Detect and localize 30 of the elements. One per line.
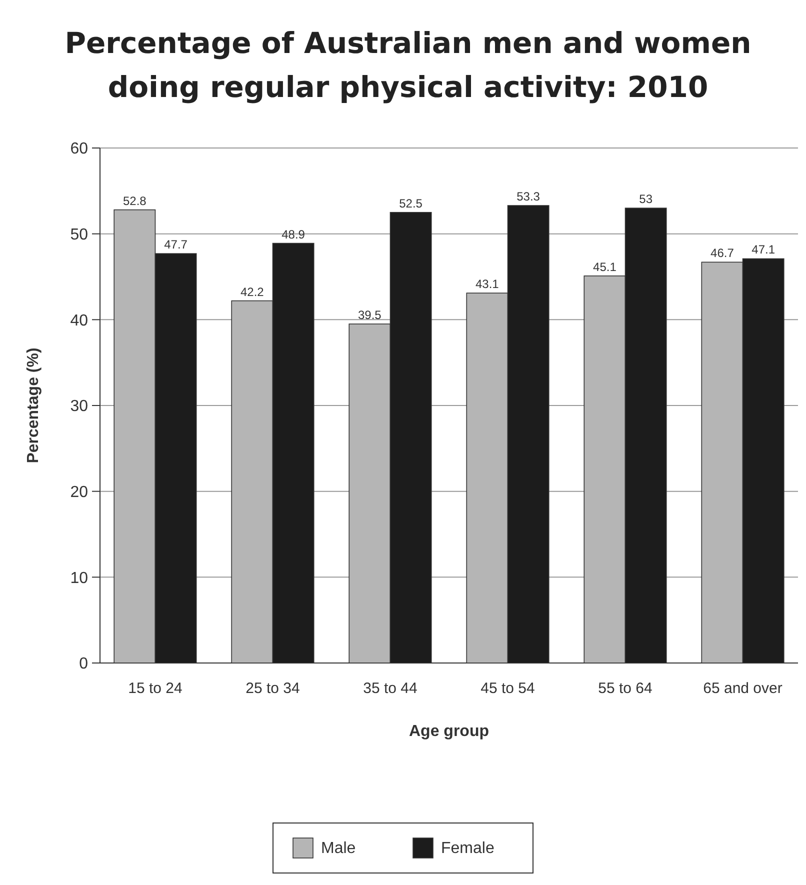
data-label: 52.8 xyxy=(122,194,147,208)
data-label: 53.3 xyxy=(516,190,540,204)
y-tick-label: 20 xyxy=(70,484,88,501)
x-tick-label: 65 and over xyxy=(703,680,782,697)
data-label: 45.1 xyxy=(593,260,617,274)
y-tick-label: 10 xyxy=(70,570,88,587)
x-tick-label: 55 to 64 xyxy=(598,680,652,697)
legend-label: Male xyxy=(321,840,356,857)
data-label: 42.2 xyxy=(240,284,264,299)
x-axis-title: Age group xyxy=(409,723,490,740)
data-label: 47.7 xyxy=(164,238,188,252)
y-tick-label: 40 xyxy=(70,312,88,330)
y-axis-title: Percentage (%) xyxy=(25,348,42,464)
data-label: 47.1 xyxy=(752,242,776,257)
y-tick-label: 30 xyxy=(70,398,88,416)
data-label: 48.9 xyxy=(282,227,306,242)
data-label: 43.1 xyxy=(476,277,500,292)
x-tick-label: 15 to 24 xyxy=(128,680,182,697)
data-label: 46.7 xyxy=(710,246,734,260)
y-tick-label: 60 xyxy=(70,140,88,158)
x-tick-label: 35 to 44 xyxy=(363,680,418,697)
x-tick-label: 25 to 34 xyxy=(246,680,300,697)
data-label: 52.5 xyxy=(399,196,423,210)
x-tick-label: 45 to 54 xyxy=(480,680,535,697)
data-label: 39.5 xyxy=(358,308,382,322)
data-label: 53 xyxy=(639,192,653,206)
y-tick-label: 0 xyxy=(79,656,88,673)
y-tick-label: 50 xyxy=(70,226,88,244)
chart-title: Percentage of Australian men and women doing regular physical activity: 2010 xyxy=(64,26,752,104)
legend-label: Female xyxy=(441,840,494,857)
